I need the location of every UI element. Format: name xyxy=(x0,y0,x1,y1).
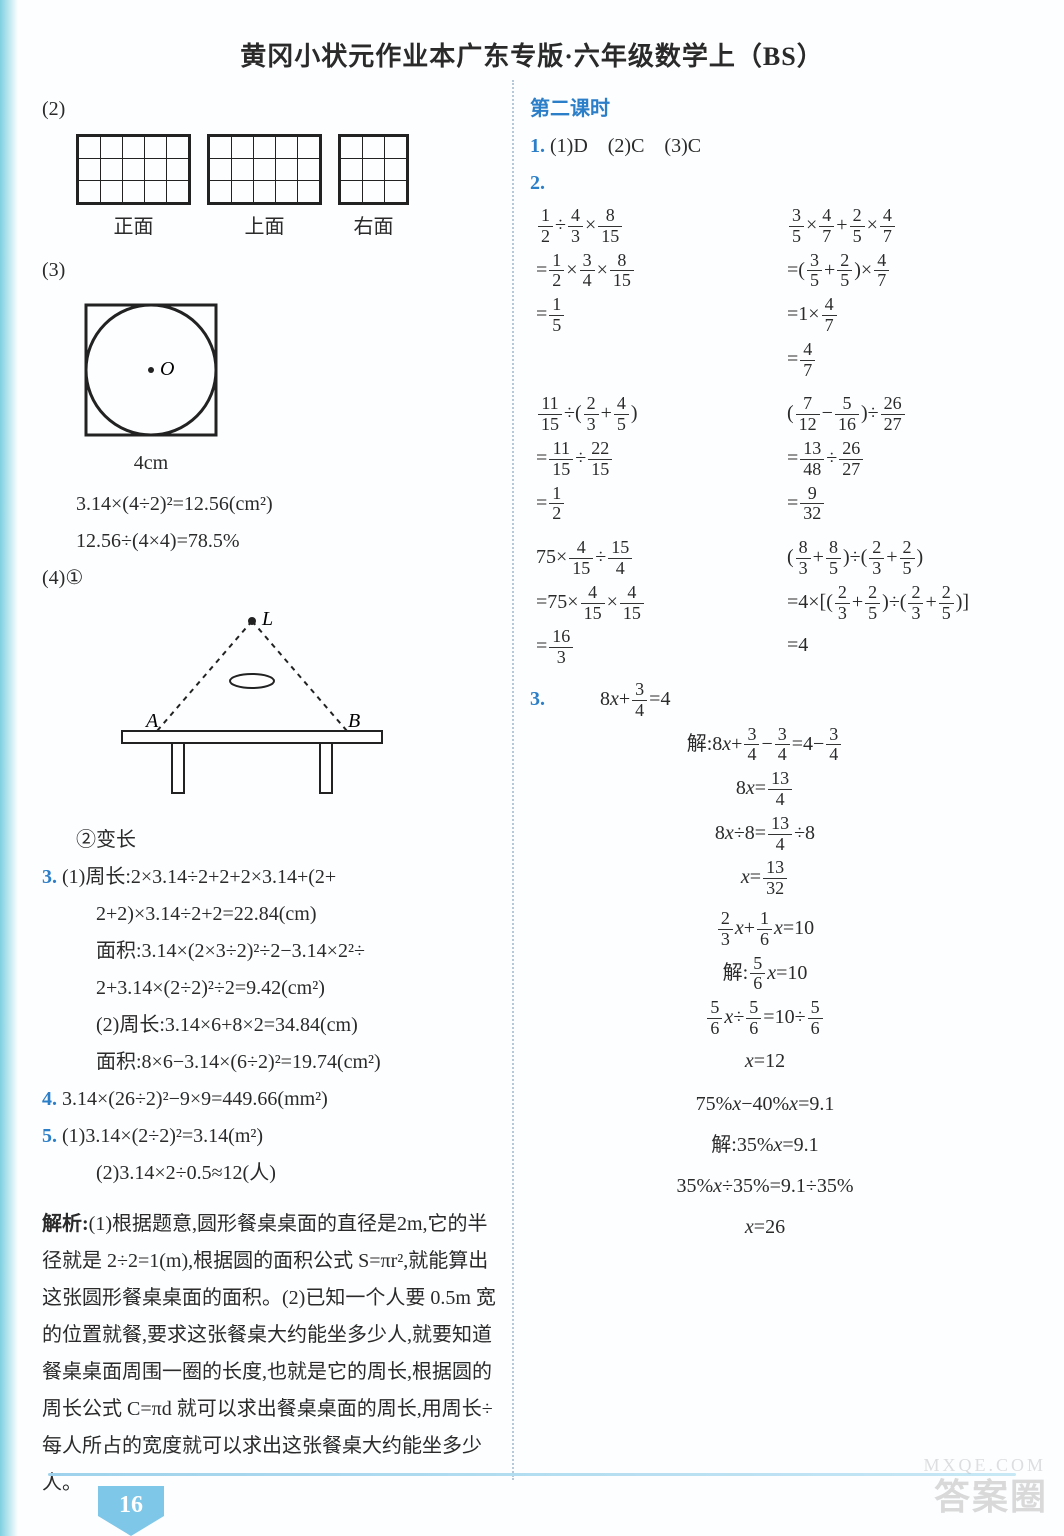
page-title: 黄冈小状元作业本广东专版·六年级数学上（BS） xyxy=(42,36,1022,73)
views-row: 正面 上面 右面 xyxy=(76,134,502,246)
q3-2a: (2)周长:3.14×6+8×2=34.84(cm) xyxy=(42,1007,502,1044)
q3-1b: 2+2)×3.14÷2+2=22.84(cm) xyxy=(42,896,502,933)
svg-text:L: L xyxy=(261,608,273,630)
r-q1: 1. (1)D (2)C (3)C xyxy=(530,128,1000,165)
footer-rule xyxy=(48,1473,1016,1476)
q5-1: (1)3.14×(2÷2)²=3.14(m²) xyxy=(62,1125,263,1147)
left-column: (2) 正面 上面 右面 (3) xyxy=(42,91,502,1502)
circle-calc-1: 3.14×(4÷2)²=12.56(cm²) xyxy=(42,486,502,523)
right-column: 第二课时 1. (1)D (2)C (3)C 2. 12÷43×815 =12×… xyxy=(530,91,1000,1502)
q2-p1-left: 12÷43×815 =12×34×815 =15 xyxy=(536,202,749,384)
item-4: (4)① L A B ②变长 xyxy=(42,560,502,859)
section-title: 第二课时 xyxy=(530,91,1000,128)
item-3: (3) O 4cm 3.14×(4÷2)²=12.56(cm²) 12.56÷(… xyxy=(42,252,502,560)
q2-p3-left: 75×415÷154 =75×415×415 =163 xyxy=(536,534,749,672)
view-right-label: 右面 xyxy=(338,209,409,246)
r-q1-num: 1. xyxy=(530,135,545,157)
side-label: 4cm xyxy=(76,445,226,482)
view-front: 正面 xyxy=(76,134,191,246)
q5-2: (2)3.14×2÷0.5≈12(人) xyxy=(42,1155,502,1192)
view-top-label: 上面 xyxy=(207,209,322,246)
explain-body: (1)根据题意,圆形餐桌桌面的直径是2m,它的半径就是 2÷2=1(m),根据圆… xyxy=(42,1213,496,1494)
svg-text:A: A xyxy=(144,710,159,732)
svg-text:O: O xyxy=(160,358,174,380)
q3-1d: 2+3.14×(2÷2)²÷2=9.42(cm²) xyxy=(42,970,502,1007)
watermark-main: 答案圈 xyxy=(934,1468,1048,1520)
q4-text: 3.14×(26÷2)²−9×9=449.66(mm²) xyxy=(62,1088,328,1110)
q2-p2-right: (712−516)÷2627 =1348÷2627 =932 xyxy=(787,390,1000,528)
q3: 3. (1)周长:2×3.14÷2+2+2×3.14+(2+ 2+2)×3.14… xyxy=(42,859,502,1081)
label-2: (2) xyxy=(42,98,65,120)
view-front-label: 正面 xyxy=(76,209,191,246)
square-circle-figure: O 4cm xyxy=(76,295,502,482)
columns: (2) 正面 上面 右面 (3) xyxy=(42,91,1022,1502)
q3-1c: 面积:3.14×(2×3÷2)²÷2−3.14×2²÷ xyxy=(42,933,502,970)
q4-num: 4. xyxy=(42,1088,57,1110)
r-q2: 2. 12÷43×815 =12×34×815 =15 35×47+25×47 … xyxy=(530,165,1000,672)
q5-num: 5. xyxy=(42,1125,57,1147)
q2-p1-right: 35×47+25×47 =(35+25)×47 =1×47 =47 xyxy=(787,202,1000,384)
page-number-tab: 16 xyxy=(98,1486,164,1536)
svg-text:B: B xyxy=(348,710,360,732)
q5: 5. (1)3.14×(2÷2)²=3.14(m²) (2)3.14×2÷0.5… xyxy=(42,1118,502,1192)
r-q3: 3. 8x+34=4 解:8x+34−34=4−34 8x=134 8x÷8=1… xyxy=(530,680,1000,1246)
view-right: 右面 xyxy=(338,134,409,246)
label-3: (3) xyxy=(42,259,65,281)
q4: 4. 3.14×(26÷2)²−9×9=449.66(mm²) xyxy=(42,1081,502,1118)
r-q2-num: 2. xyxy=(530,172,545,194)
q2-p2-left: 1115÷(23+45) =1115÷2215 =12 xyxy=(536,390,749,528)
q3-num: 3. xyxy=(42,866,57,888)
item-2: (2) 正面 上面 右面 xyxy=(42,91,502,246)
left-edge-glow xyxy=(0,0,18,1536)
page: 黄冈小状元作业本广东专版·六年级数学上（BS） (2) 正面 上面 xyxy=(0,0,1064,1536)
circle-calc-2: 12.56÷(4×4)=78.5% xyxy=(42,523,502,560)
lantern-figure: L A B xyxy=(102,603,502,816)
r-q1-text: (1)D (2)C (3)C xyxy=(550,135,701,157)
q3-2b: 面积:8×6−3.14×(6÷2)²=19.74(cm²) xyxy=(42,1044,502,1081)
explanation: 解析:(1)根据题意,圆形餐桌桌面的直径是2m,它的半径就是 2÷2=1(m),… xyxy=(42,1206,502,1502)
q2-p3-right: (83+85)÷(23+25) =4×[(23+25)÷(23+25)] =4 xyxy=(787,534,1000,672)
column-divider xyxy=(512,80,514,1480)
explain-label: 解析: xyxy=(42,1213,89,1235)
item-4-sub: ②变长 xyxy=(42,822,502,859)
q3-1a: (1)周长:2×3.14÷2+2+2×3.14+(2+ xyxy=(62,866,336,888)
r-q3-num: 3. xyxy=(530,688,545,710)
label-4: (4)① xyxy=(42,567,83,589)
view-top: 上面 xyxy=(207,134,322,246)
